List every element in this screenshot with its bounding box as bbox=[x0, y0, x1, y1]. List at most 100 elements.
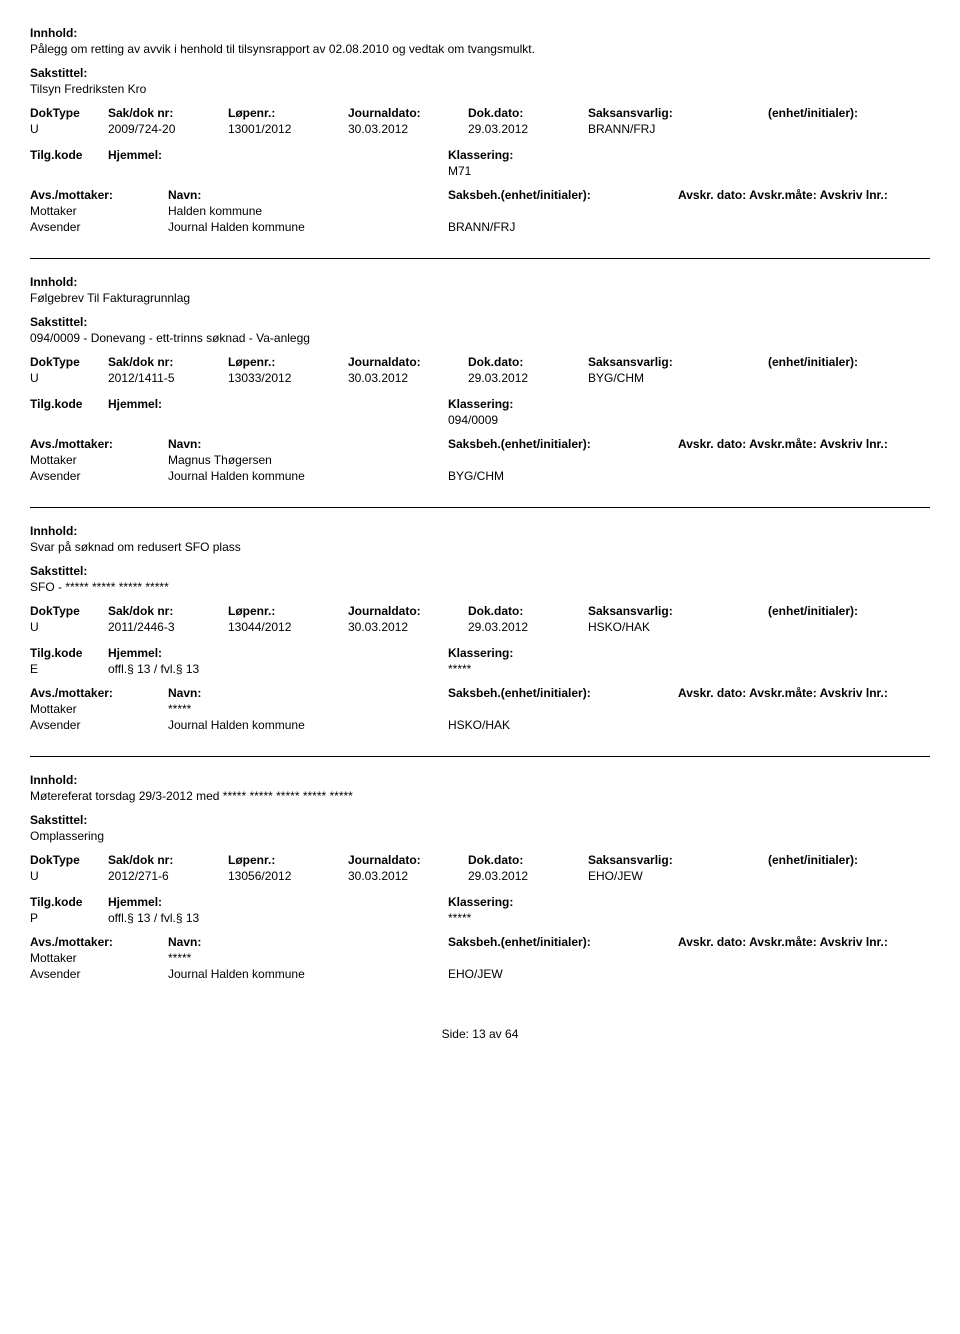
avsender-row: AvsenderJournal Halden kommuneEHO/JEW bbox=[30, 967, 930, 981]
saksbeh-value: EHO/JEW bbox=[448, 967, 678, 981]
saksbeh-header: Saksbeh.(enhet/initialer): bbox=[448, 686, 678, 700]
journal-record: Innhold: Møtereferat torsdag 29/3-2012 me… bbox=[30, 756, 930, 997]
innhold-text: Svar på søknad om redusert SFO plass bbox=[30, 540, 930, 554]
spacer bbox=[30, 983, 930, 997]
doc-header-row: DokTypeSak/dok nr:Løpenr.:Journaldato:Do… bbox=[30, 604, 930, 618]
klassering-header: Klassering: bbox=[448, 895, 658, 909]
doc-header-row: DokTypeSak/dok nr:Løpenr.:Journaldato:Do… bbox=[30, 355, 930, 369]
doktype-header: DokType bbox=[30, 106, 108, 120]
klassering-header: Klassering: bbox=[448, 646, 658, 660]
avsender-label: Avsender bbox=[30, 967, 168, 981]
sakdok-value: 2012/1411-5 bbox=[108, 371, 228, 385]
tilg-data-row: M71 bbox=[30, 164, 930, 178]
mottaker-navn: ***** bbox=[168, 702, 448, 716]
navn-header: Navn: bbox=[168, 935, 448, 949]
avsender-row: AvsenderJournal Halden kommuneHSKO/HAK bbox=[30, 718, 930, 732]
sakstittel-text: 094/0009 - Donevang - ett-trinns søknad … bbox=[30, 331, 930, 345]
side-label: Side: bbox=[442, 1027, 469, 1041]
navn-header: Navn: bbox=[168, 437, 448, 451]
avsender-navn: Journal Halden kommune bbox=[168, 967, 448, 981]
enhet-header: (enhet/initialer): bbox=[768, 106, 928, 120]
sakdok-value: 2009/724-20 bbox=[108, 122, 228, 136]
sakstittel-text: SFO - ***** ***** ***** ***** bbox=[30, 580, 930, 594]
doktype-value: U bbox=[30, 869, 108, 883]
lopenr-value: 13056/2012 bbox=[228, 869, 348, 883]
records-container: Innhold:Pålegg om retting av avvik i hen… bbox=[30, 26, 930, 997]
journaldato-value: 30.03.2012 bbox=[348, 122, 468, 136]
journaldato-value: 30.03.2012 bbox=[348, 371, 468, 385]
spacer bbox=[30, 387, 930, 395]
sakdok-value: 2012/271-6 bbox=[108, 869, 228, 883]
mottaker-navn: ***** bbox=[168, 951, 448, 965]
spacer bbox=[30, 636, 930, 644]
saksbeh-header: Saksbeh.(enhet/initialer): bbox=[448, 935, 678, 949]
spacer bbox=[30, 236, 930, 250]
doc-header-row: DokTypeSak/dok nr:Løpenr.:Journaldato:Do… bbox=[30, 106, 930, 120]
innhold-label: Innhold: bbox=[30, 524, 930, 538]
avsmottaker-header: Avs./mottaker: bbox=[30, 188, 168, 202]
avsender-row: AvsenderJournal Halden kommuneBRANN/FRJ bbox=[30, 220, 930, 234]
saksansvarlig-header: Saksansvarlig: bbox=[588, 355, 768, 369]
lopenr-value: 13033/2012 bbox=[228, 371, 348, 385]
innhold-label: Innhold: bbox=[30, 773, 930, 787]
doc-data-row: U2012/1411-513033/201230.03.201229.03.20… bbox=[30, 371, 930, 385]
journaldato-header: Journaldato: bbox=[348, 355, 468, 369]
saksbeh-header: Saksbeh.(enhet/initialer): bbox=[448, 188, 678, 202]
hjemmel-header: Hjemmel: bbox=[108, 646, 448, 660]
av-label: av bbox=[489, 1027, 502, 1041]
klassering-header: Klassering: bbox=[448, 148, 658, 162]
lopenr-header: Løpenr.: bbox=[228, 106, 348, 120]
mottaker-navn: Halden kommune bbox=[168, 204, 448, 218]
saksansvarlig-value: EHO/JEW bbox=[588, 869, 768, 883]
mottaker-label: Mottaker bbox=[30, 702, 168, 716]
doc-data-row: U2011/2446-313044/201230.03.201229.03.20… bbox=[30, 620, 930, 634]
doktype-value: U bbox=[30, 122, 108, 136]
journaldato-header: Journaldato: bbox=[348, 853, 468, 867]
sakstittel-label: Sakstittel: bbox=[30, 315, 930, 329]
enhet-header: (enhet/initialer): bbox=[768, 604, 928, 618]
saksbeh-value: HSKO/HAK bbox=[448, 718, 678, 732]
mottaker-row: Mottaker***** bbox=[30, 951, 930, 965]
sakstittel-text: Omplassering bbox=[30, 829, 930, 843]
navn-header: Navn: bbox=[168, 188, 448, 202]
mottaker-label: Mottaker bbox=[30, 204, 168, 218]
tilg-header-row: Tilg.kodeHjemmel:Klassering: bbox=[30, 397, 930, 411]
enhet-value bbox=[768, 620, 928, 634]
tilgkode-value: E bbox=[30, 662, 108, 676]
enhet-value bbox=[768, 869, 928, 883]
spacer bbox=[30, 885, 930, 893]
dokdato-header: Dok.dato: bbox=[468, 355, 588, 369]
saksansvarlig-header: Saksansvarlig: bbox=[588, 853, 768, 867]
tilgkode-header: Tilg.kode bbox=[30, 895, 108, 909]
tilg-data-row: 094/0009 bbox=[30, 413, 930, 427]
page-current: 13 bbox=[472, 1027, 485, 1041]
sakdok-header: Sak/dok nr: bbox=[108, 853, 228, 867]
tilg-header-row: Tilg.kodeHjemmel:Klassering: bbox=[30, 895, 930, 909]
tilgkode-value: P bbox=[30, 911, 108, 925]
tilgkode-value bbox=[30, 164, 108, 178]
mottaker-label: Mottaker bbox=[30, 453, 168, 467]
tilgkode-header: Tilg.kode bbox=[30, 646, 108, 660]
avsmottaker-header: Avs./mottaker: bbox=[30, 437, 168, 451]
lopenr-header: Løpenr.: bbox=[228, 355, 348, 369]
avsender-navn: Journal Halden kommune bbox=[168, 220, 448, 234]
tilgkode-value bbox=[30, 413, 108, 427]
spacer bbox=[30, 678, 930, 684]
lopenr-header: Løpenr.: bbox=[228, 853, 348, 867]
sakstittel-label: Sakstittel: bbox=[30, 564, 930, 578]
klassering-header: Klassering: bbox=[448, 397, 658, 411]
journaldato-value: 30.03.2012 bbox=[348, 620, 468, 634]
saksansvarlig-header: Saksansvarlig: bbox=[588, 106, 768, 120]
innhold-text: Møtereferat torsdag 29/3-2012 med ***** … bbox=[30, 789, 930, 803]
avs-header-row: Avs./mottaker:Navn:Saksbeh.(enhet/initia… bbox=[30, 188, 930, 202]
doc-data-row: U2012/271-613056/201230.03.201229.03.201… bbox=[30, 869, 930, 883]
avskr-header: Avskr. dato: Avskr.måte: Avskriv lnr.: bbox=[678, 188, 930, 202]
avsender-label: Avsender bbox=[30, 220, 168, 234]
doc-data-row: U2009/724-2013001/201230.03.201229.03.20… bbox=[30, 122, 930, 136]
saksbeh-header: Saksbeh.(enhet/initialer): bbox=[448, 437, 678, 451]
dokdato-header: Dok.dato: bbox=[468, 604, 588, 618]
sakstittel-label: Sakstittel: bbox=[30, 66, 930, 80]
klassering-value: M71 bbox=[448, 164, 658, 178]
spacer bbox=[30, 180, 930, 186]
sakstittel-text: Tilsyn Fredriksten Kro bbox=[30, 82, 930, 96]
